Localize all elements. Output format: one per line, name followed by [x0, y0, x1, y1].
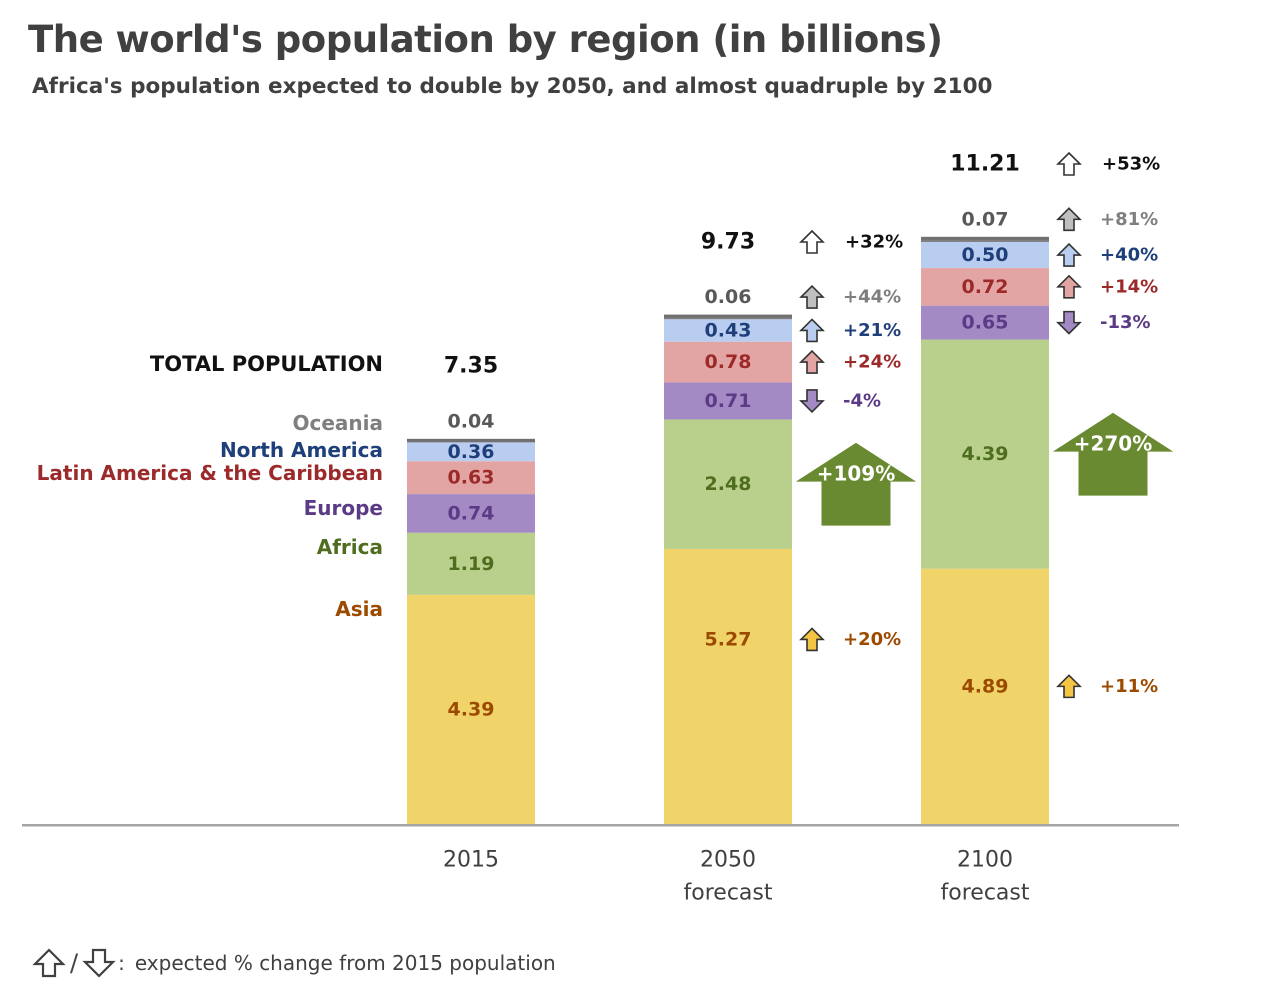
bar-segment-north-america-2 [921, 241, 1049, 269]
outline-up-arrow-icon [32, 948, 66, 978]
big-change-arrow-africa-2 [1049, 411, 1177, 497]
x-tick-label-1-0: 2050 [700, 848, 756, 873]
chart-subtitle: Africa's population expected to double b… [32, 74, 993, 99]
value-label-asia-2: 4.89 [962, 675, 1009, 697]
bar-segment-asia-2 [921, 568, 1049, 824]
bar-top-line-1 [664, 314, 792, 318]
total-change-label-2: +53% [1102, 154, 1160, 175]
value-label-africa-0: 1.19 [448, 553, 495, 575]
legend-label-oceania: Oceania [292, 411, 383, 435]
change-label-africa-2: +270% [1074, 431, 1153, 455]
value-label-asia-0: 4.39 [448, 698, 495, 720]
change-label-latin-america-the-caribbean-2: +14% [1100, 276, 1158, 297]
total-value-0: 7.35 [444, 354, 498, 379]
bar-segment-latin-america-the-caribbean-0 [407, 461, 535, 495]
change-arrow-europe-2 [1056, 310, 1082, 335]
outline-down-arrow-icon [82, 948, 116, 978]
total-change-label-1: +32% [845, 232, 903, 253]
x-tick-label-2-0: 2100 [957, 848, 1013, 873]
change-label-africa-1: +109% [817, 461, 896, 485]
legend-slash: / [70, 949, 79, 977]
legend-label-africa: Africa [317, 535, 383, 559]
legend-note-text: expected % change from 2015 population [134, 951, 556, 975]
change-arrow-europe-1 [799, 389, 825, 414]
legend-colon: : [118, 951, 125, 975]
bar-segment-oceania-1 [664, 316, 792, 320]
bar-segment-asia-1 [664, 548, 792, 824]
total-change-arrow-1 [799, 229, 825, 254]
legend-note: / : expected % change from 2015 populati… [32, 945, 556, 981]
legend-label-europe: Europe [304, 496, 383, 520]
bar-segment-north-america-1 [664, 319, 792, 342]
total-population-label: TOTAL POPULATION [150, 352, 383, 376]
bar-segment-north-america-0 [407, 442, 535, 462]
bar-segment-latin-america-the-caribbean-1 [664, 341, 792, 383]
bar-segment-africa-0 [407, 532, 535, 595]
value-label-latin-america-the-caribbean-2: 0.72 [962, 276, 1009, 298]
change-label-oceania-1: +44% [843, 287, 901, 308]
change-arrow-oceania-1 [799, 284, 825, 309]
value-label-europe-1: 0.71 [705, 390, 752, 412]
value-label-latin-america-the-caribbean-0: 0.63 [448, 467, 495, 489]
change-arrow-asia-2 [1056, 674, 1082, 699]
value-label-europe-0: 0.74 [448, 502, 495, 524]
change-label-asia-2: +11% [1100, 676, 1158, 697]
legend-label-asia: Asia [335, 597, 383, 621]
value-label-north-america-2: 0.50 [962, 244, 1009, 266]
x-tick-label-1-1: forecast [684, 881, 773, 906]
change-label-oceania-2: +81% [1100, 209, 1158, 230]
value-label-asia-1: 5.27 [705, 628, 752, 650]
x-tick-label-2-1: forecast [941, 881, 1030, 906]
change-label-north-america-1: +21% [843, 320, 901, 341]
bar-segment-europe-0 [407, 494, 535, 533]
change-arrow-north-america-2 [1056, 242, 1082, 267]
change-label-europe-1: -4% [843, 390, 881, 411]
legend-label-north-america: North America [220, 438, 383, 462]
bar-top-line-0 [407, 438, 535, 442]
bar-segment-africa-2 [921, 339, 1049, 569]
bar-segment-asia-0 [407, 594, 535, 824]
value-label-north-america-1: 0.43 [705, 319, 752, 341]
big-change-arrow-africa-1 [792, 441, 920, 527]
bar-segment-oceania-2 [921, 238, 1049, 242]
change-arrow-north-america-1 [799, 318, 825, 343]
change-arrow-asia-1 [799, 627, 825, 652]
value-label-north-america-0: 0.36 [448, 441, 495, 463]
x-axis-line [22, 824, 1179, 827]
chart-title: The world's population by region (in bil… [28, 18, 943, 61]
bar-top-line-2 [921, 236, 1049, 240]
value-label-oceania-0: 0.04 [448, 410, 495, 432]
value-label-africa-2: 4.39 [962, 443, 1009, 465]
bar-segment-latin-america-the-caribbean-2 [921, 268, 1049, 306]
value-label-oceania-1: 0.06 [705, 286, 752, 308]
total-value-2: 11.21 [950, 152, 1020, 177]
value-label-africa-1: 2.48 [705, 473, 752, 495]
change-arrow-latin-america-the-caribbean-2 [1056, 274, 1082, 299]
x-tick-label-0-0: 2015 [443, 848, 499, 873]
change-arrow-oceania-2 [1056, 207, 1082, 232]
value-label-europe-2: 0.65 [962, 312, 1009, 334]
change-label-europe-2: -13% [1100, 312, 1151, 333]
change-label-latin-america-the-caribbean-1: +24% [843, 352, 901, 373]
bar-segment-africa-1 [664, 419, 792, 549]
value-label-latin-america-the-caribbean-1: 0.78 [705, 351, 752, 373]
bar-segment-europe-2 [921, 305, 1049, 340]
total-change-arrow-2 [1056, 151, 1082, 176]
change-label-asia-1: +20% [843, 629, 901, 650]
bar-segment-europe-1 [664, 382, 792, 420]
change-arrow-latin-america-the-caribbean-1 [799, 349, 825, 374]
total-value-1: 9.73 [701, 230, 755, 255]
legend-label-latin-america-the-caribbean: Latin America & the Caribbean [37, 461, 383, 485]
value-label-oceania-2: 0.07 [962, 208, 1009, 230]
change-label-north-america-2: +40% [1100, 245, 1158, 266]
